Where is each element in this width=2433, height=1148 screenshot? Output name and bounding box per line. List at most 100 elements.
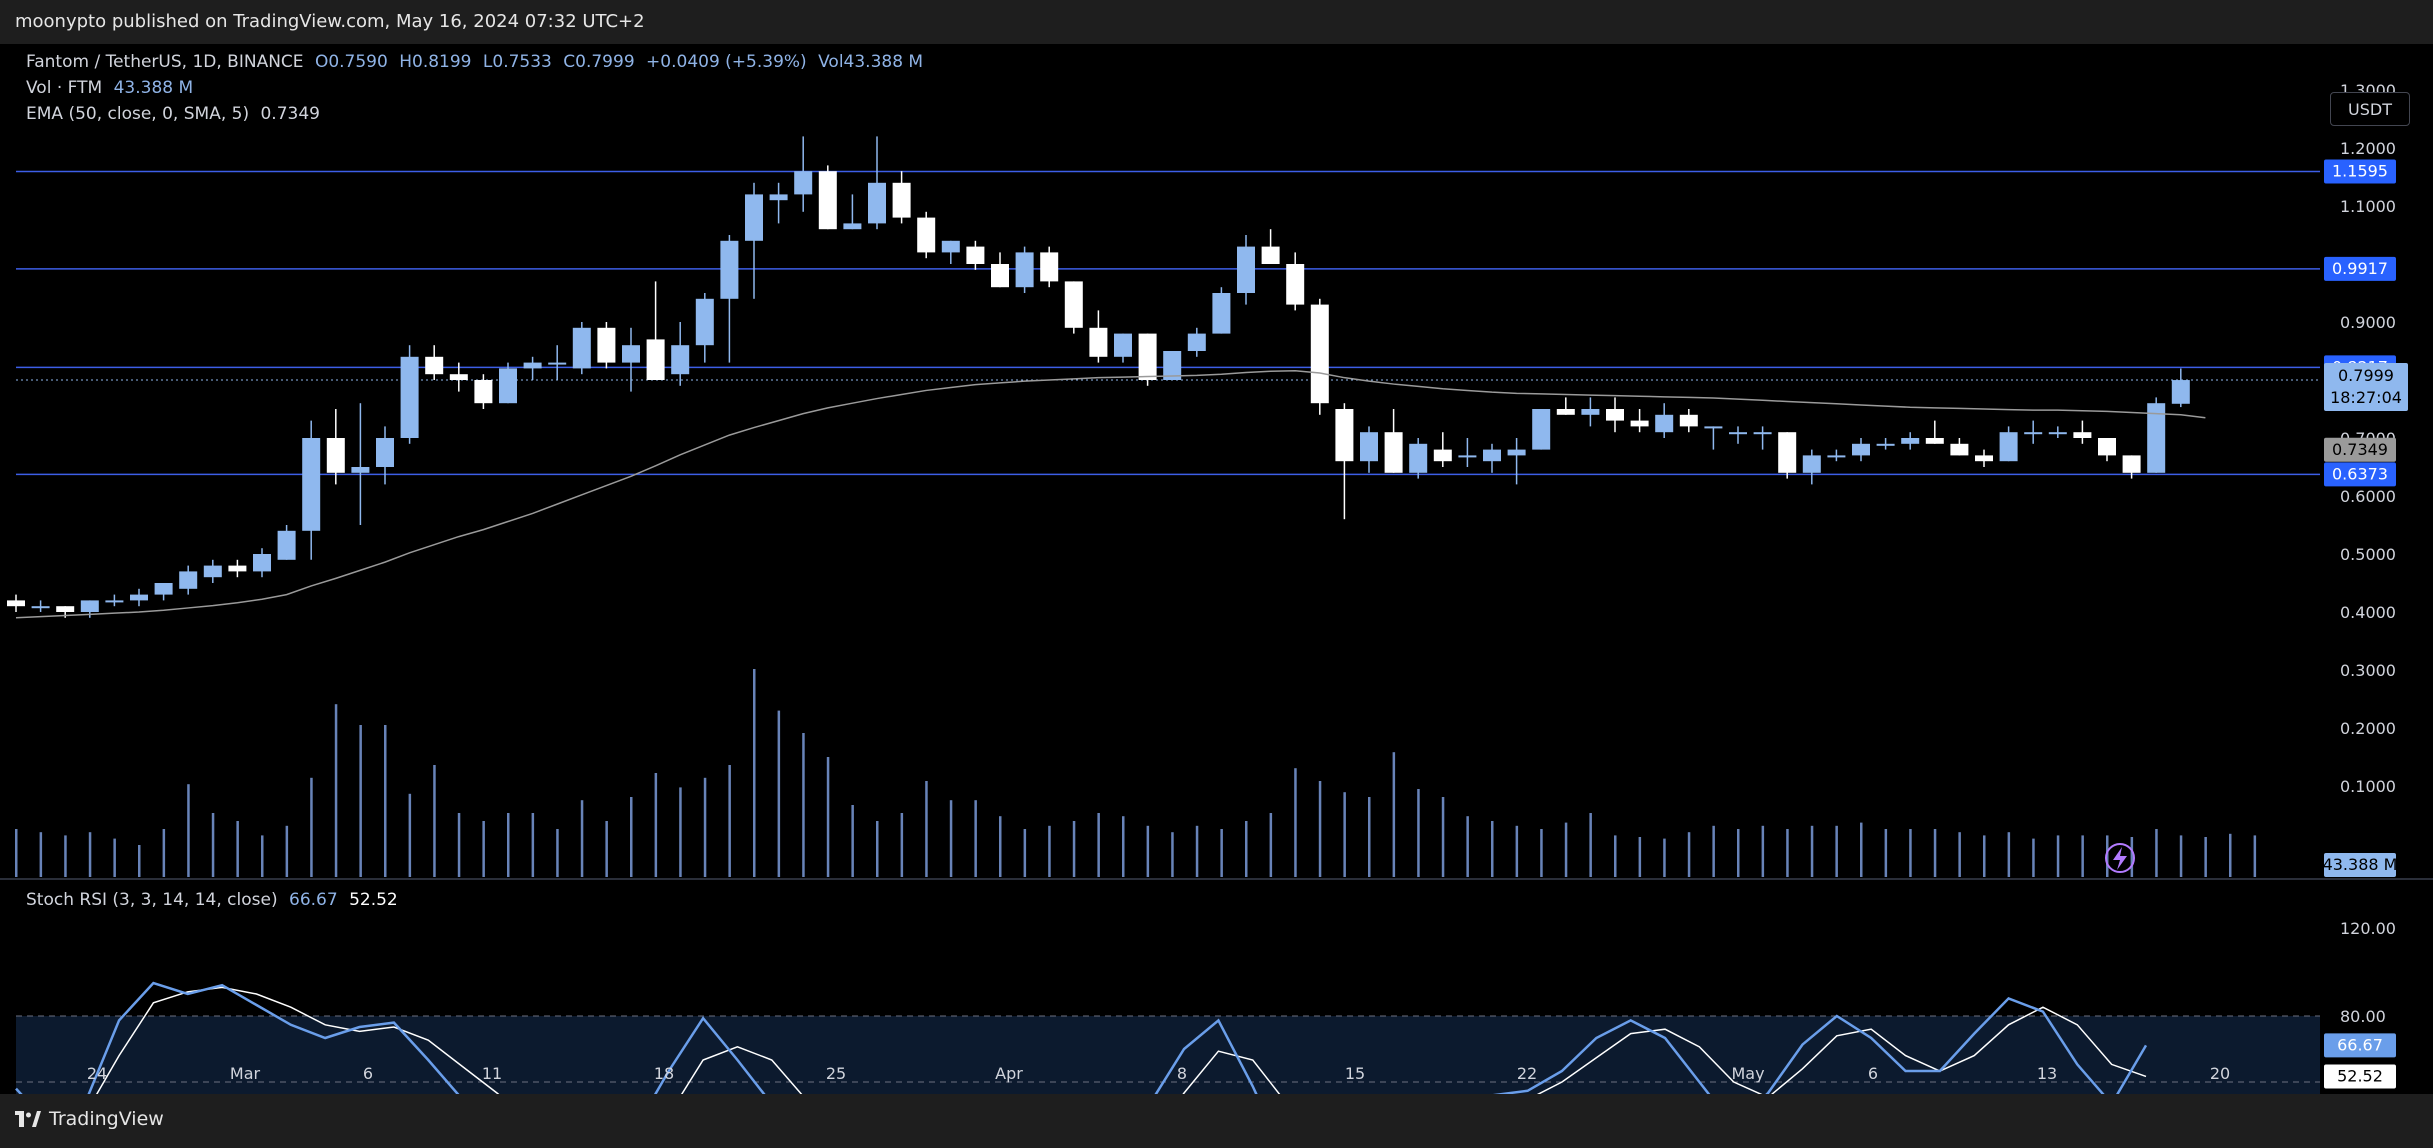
candle-up (203, 565, 222, 578)
volume-value: Vol43.388 M (818, 52, 924, 72)
candle-up (351, 467, 370, 473)
time-axis-label: May (1731, 1064, 1764, 1083)
candle-up (1015, 252, 1034, 288)
level-tag-2-bg (2324, 256, 2396, 281)
candle-down (1064, 281, 1083, 328)
volume-bar (113, 838, 116, 877)
candle-up (941, 240, 960, 253)
price-axis-label: 1.1000 (2340, 197, 2396, 216)
level-tag-2: 0.9917 (2324, 256, 2396, 281)
volume-bar (630, 797, 633, 877)
publisher-bar: moonypto published on TradingView.com, M… (0, 0, 2433, 44)
candle-up (2024, 432, 2043, 435)
candle-down (1089, 327, 1108, 357)
ema-tag: 0.7349 (2324, 437, 2396, 462)
candle-up (769, 194, 788, 201)
chart-area[interactable]: 1.30001.20001.10000.90000.70000.60000.50… (0, 44, 2433, 1094)
volume-bar (1884, 829, 1888, 877)
volume-bar (974, 800, 977, 877)
volume-bar (1687, 832, 1691, 877)
volume-bar (1171, 832, 1174, 877)
candle-up (1532, 409, 1551, 450)
volume-bar (1318, 781, 1322, 877)
volume-bar (1589, 813, 1592, 877)
volume-bar (1122, 816, 1125, 877)
candle-up (1901, 438, 1920, 444)
volume-bar (1220, 829, 1223, 877)
candle-up (376, 438, 394, 467)
ema-tag-text: 0.7349 (2332, 440, 2388, 459)
stoch-d-tag: 52.52 (2324, 1064, 2396, 1089)
candle-up (1212, 293, 1231, 334)
level-tag-1-text: 1.1595 (2332, 161, 2388, 180)
volume-bar (1294, 768, 1297, 877)
volume-bar (605, 821, 608, 877)
candle-up (1876, 443, 1895, 446)
lightning-icon (2105, 843, 2135, 873)
candle-down (1286, 264, 1305, 305)
volume-bar (703, 777, 707, 877)
tradingview-logo[interactable]: TradingView (15, 1108, 164, 1130)
volume-bar (1540, 829, 1543, 877)
candle-up (130, 594, 148, 601)
volume-bar (2204, 837, 2207, 877)
candle-up (302, 438, 321, 531)
volume-bar (2179, 835, 2183, 877)
candle-down (474, 380, 493, 404)
volume-bar (1392, 752, 1396, 877)
candle-up (1409, 443, 1428, 473)
low-value: L0.7533 (482, 52, 552, 72)
candle-up (1852, 443, 1870, 456)
price-axis-label: 0.1000 (2340, 777, 2396, 796)
candle-down (1778, 432, 1797, 473)
candle-down (1556, 409, 1575, 415)
stoch-d-line (95, 986, 2147, 1094)
volume-tag: 43.388 M (2323, 853, 2397, 877)
volume-bar (1835, 825, 1838, 877)
volume-bar (1786, 829, 1789, 877)
symbol-name: Fantom / TetherUS, 1D, BINANCE (26, 52, 304, 72)
level-tag-1: 1.1595 (2324, 159, 2396, 184)
time-axis-label: 6 (363, 1064, 373, 1083)
volume-bar (2155, 829, 2158, 877)
lightning-icon-bolt (2113, 847, 2127, 870)
candle-up (2171, 380, 2190, 404)
stoch-d-tag-bg (2324, 1064, 2396, 1089)
candle-up (80, 600, 99, 612)
volume-bar (187, 784, 190, 877)
candle-down (991, 264, 1009, 288)
price-axis-label: 0.3000 (2340, 661, 2396, 680)
volume-indicator-value: 43.388 M (113, 78, 194, 98)
candle-up (1581, 409, 1600, 415)
candle-up (1802, 455, 1821, 473)
close-value: C0.7999 (563, 52, 635, 72)
volume-bar (1245, 821, 1248, 877)
price-chart[interactable]: 1.30001.20001.10000.90000.70000.60000.50… (0, 44, 2433, 1094)
volume-bar (1958, 832, 1961, 877)
time-axis-label: 22 (1517, 1064, 1537, 1083)
volume-bar (1663, 838, 1666, 877)
volume-bar (1048, 825, 1051, 877)
volume-bar (753, 669, 756, 877)
stoch-k-line (15, 981, 2148, 1094)
volume-bar (1810, 825, 1814, 877)
time-axis-label: 15 (1345, 1064, 1365, 1083)
volume-bar (507, 813, 510, 877)
volume-bar (1909, 829, 1912, 877)
candle-down (1138, 333, 1157, 380)
candle-up (720, 240, 739, 299)
tradingview-brand: TradingView (49, 1108, 164, 1130)
volume-bar (851, 805, 854, 877)
candle-down (1261, 246, 1280, 264)
ema-value: 0.7349 (260, 104, 320, 124)
time-axis-label: 11 (482, 1064, 502, 1083)
time-axis-label: 25 (826, 1064, 846, 1083)
candle-down (1606, 409, 1624, 421)
volume-bar (1023, 829, 1027, 877)
volume-bar (1761, 825, 1765, 877)
volume-bar (1933, 829, 1937, 877)
candle-down (326, 438, 345, 473)
volume-bar (408, 793, 412, 877)
currency-button[interactable]: USDT (2330, 92, 2410, 126)
candle-up (2048, 432, 2067, 435)
